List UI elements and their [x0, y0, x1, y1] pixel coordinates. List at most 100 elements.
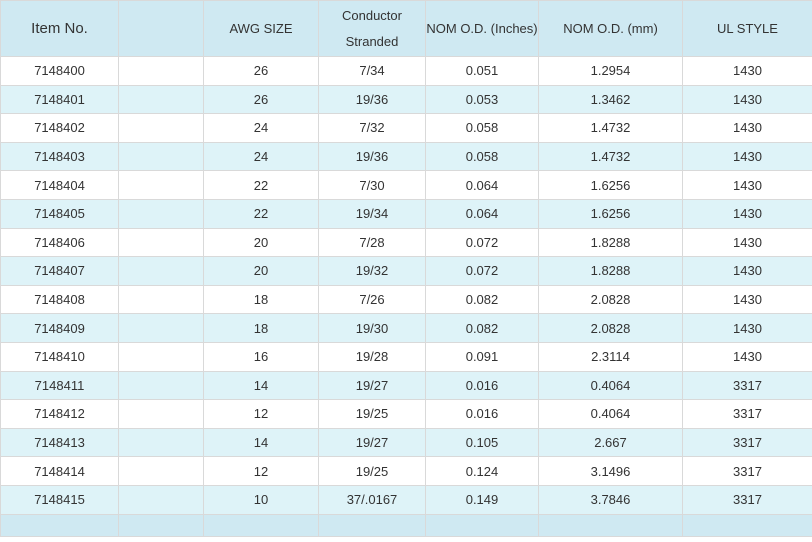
table-body: 7148400 26 7/34 0.051 1.2954 1430 7148401 26 19/… [0, 56, 812, 515]
table-cell: 2.667 [538, 427, 683, 458]
table-cell [118, 313, 204, 343]
table-cell: 0.082 [425, 284, 539, 315]
table-cell [118, 256, 204, 286]
table-cell: 22 [203, 198, 319, 229]
table-cell: 1430 [682, 198, 812, 229]
partial-cell [318, 513, 426, 537]
table-row: 7148405 22 19/34 0.064 1.6256 1430 [0, 198, 812, 229]
table-cell: 2.0828 [538, 284, 683, 315]
table-cell: 7148401 [0, 84, 119, 115]
table-cell: 1430 [682, 56, 812, 86]
table-cell: 0.016 [425, 370, 539, 401]
table-cell: 18 [203, 313, 319, 343]
partial-cell [682, 513, 812, 537]
table-cell: 1430 [682, 84, 812, 115]
table-cell: 0.124 [425, 456, 539, 486]
table-cell: 19/34 [318, 198, 426, 229]
next-row-partial [0, 513, 812, 537]
table-row: 7148408 18 7/26 0.082 2.0828 1430 [0, 284, 812, 315]
table-row: 7148406 20 7/28 0.072 1.8288 1430 [0, 227, 812, 258]
col-header-conductor-line1: Conductor [342, 8, 402, 23]
table-row: 7148407 20 19/32 0.072 1.8288 1430 [0, 256, 812, 286]
table-cell: 1430 [682, 113, 812, 143]
table-cell: 1.4732 [538, 113, 683, 143]
table-cell: 0.064 [425, 170, 539, 200]
table-cell: 16 [203, 341, 319, 372]
table-cell: 1.6256 [538, 170, 683, 200]
table-cell: 19/36 [318, 141, 426, 172]
table-cell: 24 [203, 141, 319, 172]
table-cell: 20 [203, 256, 319, 286]
table-cell: 1430 [682, 256, 812, 286]
header-row: Item No. AWG SIZE Conductor Stranded NOM… [0, 0, 812, 57]
table-cell: 10 [203, 484, 319, 515]
table-cell: 19/28 [318, 341, 426, 372]
table-cell: 7148400 [0, 56, 119, 86]
table-row: 7148402 24 7/32 0.058 1.4732 1430 [0, 113, 812, 143]
table-cell: 3.7846 [538, 484, 683, 515]
table-row: 7148403 24 19/36 0.058 1.4732 1430 [0, 141, 812, 172]
table-header: Item No. AWG SIZE Conductor Stranded NOM… [0, 0, 812, 57]
table-cell [118, 56, 204, 86]
table-cell: 2.3114 [538, 341, 683, 372]
table-cell: 12 [203, 399, 319, 429]
table-row: 7148415 10 37/.0167 0.149 3.7846 3317 [0, 484, 812, 515]
table-row: 7148412 12 19/25 0.016 0.4064 3317 [0, 399, 812, 429]
table-cell: 18 [203, 284, 319, 315]
table-cell: 7148407 [0, 256, 119, 286]
table-cell [118, 170, 204, 200]
partial-cell [0, 513, 119, 537]
table-cell: 1430 [682, 284, 812, 315]
table-cell: 1430 [682, 141, 812, 172]
table-cell [118, 227, 204, 258]
table-cell: 19/30 [318, 313, 426, 343]
table-row: 7148400 26 7/34 0.051 1.2954 1430 [0, 56, 812, 86]
table-cell: 0.016 [425, 399, 539, 429]
table-cell: 7148403 [0, 141, 119, 172]
table-cell: 26 [203, 84, 319, 115]
col-header-conductor-line2: Stranded [345, 34, 399, 49]
table-cell: 1.3462 [538, 84, 683, 115]
table-cell: 19/36 [318, 84, 426, 115]
table-cell: 0.058 [425, 113, 539, 143]
table-cell: 7148413 [0, 427, 119, 458]
table-cell: 0.072 [425, 227, 539, 258]
table-cell: 1.6256 [538, 198, 683, 229]
table-cell: 3317 [682, 370, 812, 401]
table-cell: 7/34 [318, 56, 426, 86]
partial-cell [538, 513, 683, 537]
table-cell [118, 427, 204, 458]
table-cell: 0.053 [425, 84, 539, 115]
table-cell: 7/32 [318, 113, 426, 143]
table-cell: 1.8288 [538, 227, 683, 258]
table-cell: 1430 [682, 227, 812, 258]
table-cell [118, 341, 204, 372]
col-header-nom-od-mm: NOM O.D. (mm) [538, 0, 683, 57]
table-cell: 12 [203, 456, 319, 486]
table-cell: 7148405 [0, 198, 119, 229]
table-cell [118, 399, 204, 429]
table-cell: 7148408 [0, 284, 119, 315]
table-cell: 7/30 [318, 170, 426, 200]
table-cell: 24 [203, 113, 319, 143]
col-header-item-no: Item No. [0, 0, 119, 57]
table-cell: 0.091 [425, 341, 539, 372]
table-cell: 19/25 [318, 399, 426, 429]
col-header-empty [118, 0, 204, 57]
table-cell: 7148409 [0, 313, 119, 343]
col-header-nom-od-inches: NOM O.D. (Inches) [425, 0, 539, 57]
partial-cell [425, 513, 539, 537]
col-header-awg-size: AWG SIZE [203, 0, 319, 57]
table-cell: 1430 [682, 313, 812, 343]
table-row: 7148409 18 19/30 0.082 2.0828 1430 [0, 313, 812, 343]
table-cell: 7/28 [318, 227, 426, 258]
table-cell: 0.058 [425, 141, 539, 172]
table-cell: 0.064 [425, 198, 539, 229]
table-cell: 3317 [682, 427, 812, 458]
table-cell [118, 113, 204, 143]
table-row: 7148401 26 19/36 0.053 1.3462 1430 [0, 84, 812, 115]
table-cell [118, 484, 204, 515]
table-cell: 7148412 [0, 399, 119, 429]
table-cell: 3.1496 [538, 456, 683, 486]
